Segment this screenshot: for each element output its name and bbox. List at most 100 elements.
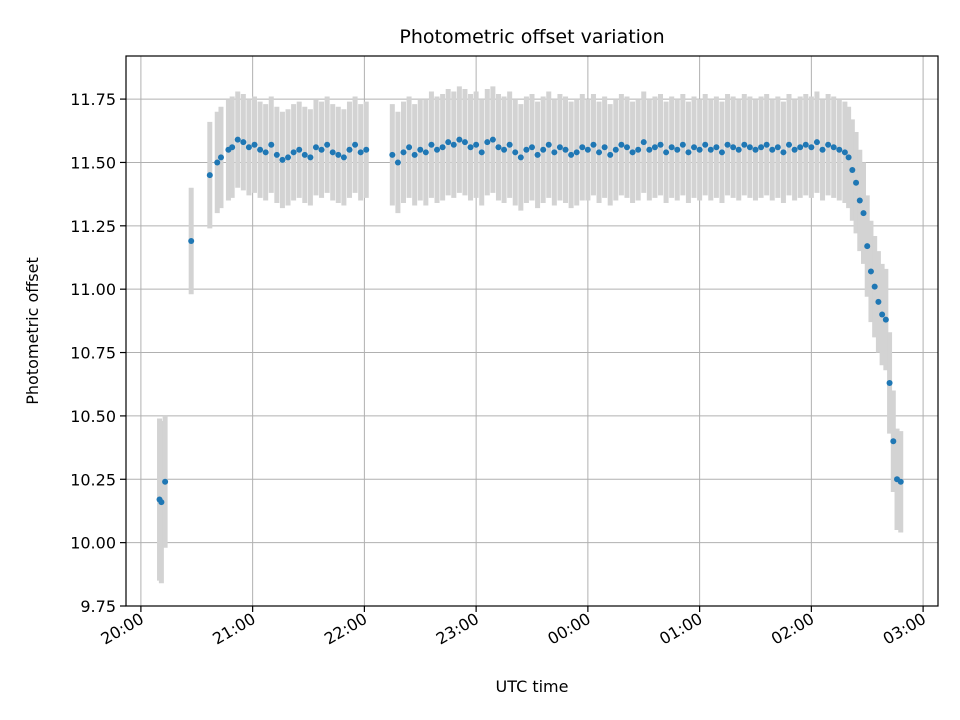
- data-point: [707, 146, 714, 153]
- data-point: [890, 438, 897, 445]
- data-point: [290, 149, 297, 156]
- data-point: [512, 149, 519, 156]
- data-point: [540, 146, 547, 153]
- data-point: [685, 149, 692, 156]
- data-point: [411, 151, 418, 158]
- y-tick-label: 9.75: [80, 597, 116, 616]
- data-point: [897, 478, 904, 485]
- plot-area-frame: [125, 55, 939, 607]
- data-point: [545, 141, 552, 148]
- data-point: [849, 167, 856, 174]
- data-point: [206, 172, 213, 179]
- data-point: [724, 141, 731, 148]
- data-point: [860, 210, 867, 217]
- data-point: [501, 146, 508, 153]
- data-point: [875, 298, 882, 305]
- data-point: [262, 149, 269, 156]
- data-point: [158, 499, 165, 506]
- data-point: [245, 144, 252, 151]
- data-point: [640, 139, 647, 146]
- data-point: [651, 144, 658, 151]
- y-tick-label: 10.50: [70, 407, 116, 426]
- y-tick-label: 11.00: [70, 280, 116, 299]
- data-point: [389, 151, 396, 158]
- data-point: [434, 146, 441, 153]
- data-point: [741, 141, 748, 148]
- data-point: [791, 146, 798, 153]
- data-point: [363, 146, 370, 153]
- data-point: [312, 144, 319, 151]
- data-point: [394, 159, 401, 166]
- data-point: [590, 141, 597, 148]
- data-point: [162, 478, 169, 485]
- x-axis-label: UTC time: [496, 677, 569, 696]
- data-point: [240, 139, 247, 146]
- data-point: [856, 197, 863, 204]
- data-point: [774, 144, 781, 151]
- data-point: [285, 154, 292, 161]
- data-point: [635, 146, 642, 153]
- data-point: [713, 144, 720, 151]
- data-point: [623, 144, 630, 151]
- data-point: [456, 136, 463, 143]
- data-point: [301, 151, 308, 158]
- y-tick-label: 10.25: [70, 470, 116, 489]
- y-tick-label: 10.00: [70, 534, 116, 553]
- data-point: [573, 149, 580, 156]
- data-point: [534, 151, 541, 158]
- data-point: [618, 141, 625, 148]
- data-point: [251, 141, 258, 148]
- data-point: [763, 141, 770, 148]
- data-point: [646, 146, 653, 153]
- data-point: [506, 141, 513, 148]
- data-point: [357, 149, 364, 156]
- data-point: [853, 179, 860, 186]
- data-point: [601, 144, 608, 151]
- data-point: [445, 139, 452, 146]
- y-tick-label: 11.50: [70, 153, 116, 172]
- data-point: [484, 139, 491, 146]
- data-point: [674, 146, 681, 153]
- data-point: [461, 139, 468, 146]
- chart-title: Photometric offset variation: [399, 26, 664, 48]
- data-point: [702, 141, 709, 148]
- data-point: [257, 146, 264, 153]
- data-point: [422, 149, 429, 156]
- data-point: [234, 136, 241, 143]
- data-point: [864, 243, 871, 250]
- data-point: [517, 154, 524, 161]
- data-point: [819, 146, 826, 153]
- data-point: [746, 144, 753, 151]
- data-point: [417, 146, 424, 153]
- data-point: [845, 154, 852, 161]
- data-point: [406, 144, 413, 151]
- data-point: [352, 141, 359, 148]
- data-point: [657, 141, 664, 148]
- data-point: [340, 154, 347, 161]
- data-point: [802, 141, 809, 148]
- data-point: [584, 146, 591, 153]
- y-axis-label: Photometric offset: [23, 257, 42, 405]
- data-point: [329, 149, 336, 156]
- y-tick-label: 11.25: [70, 217, 116, 236]
- data-point: [758, 144, 765, 151]
- data-point: [529, 144, 535, 151]
- data-point: [229, 144, 236, 151]
- data-point: [439, 144, 446, 151]
- data-point: [318, 146, 325, 153]
- data-point: [268, 141, 275, 148]
- data-point: [467, 144, 474, 151]
- data-point: [735, 146, 742, 153]
- data-point: [428, 141, 435, 148]
- data-point: [780, 149, 787, 156]
- data-point: [808, 144, 815, 151]
- data-point: [551, 149, 558, 156]
- data-point: [214, 159, 221, 166]
- data-point: [691, 144, 698, 151]
- data-point: [663, 149, 670, 156]
- data-point: [596, 149, 603, 156]
- data-point: [836, 146, 843, 153]
- data-point: [607, 151, 614, 158]
- data-point: [886, 379, 893, 386]
